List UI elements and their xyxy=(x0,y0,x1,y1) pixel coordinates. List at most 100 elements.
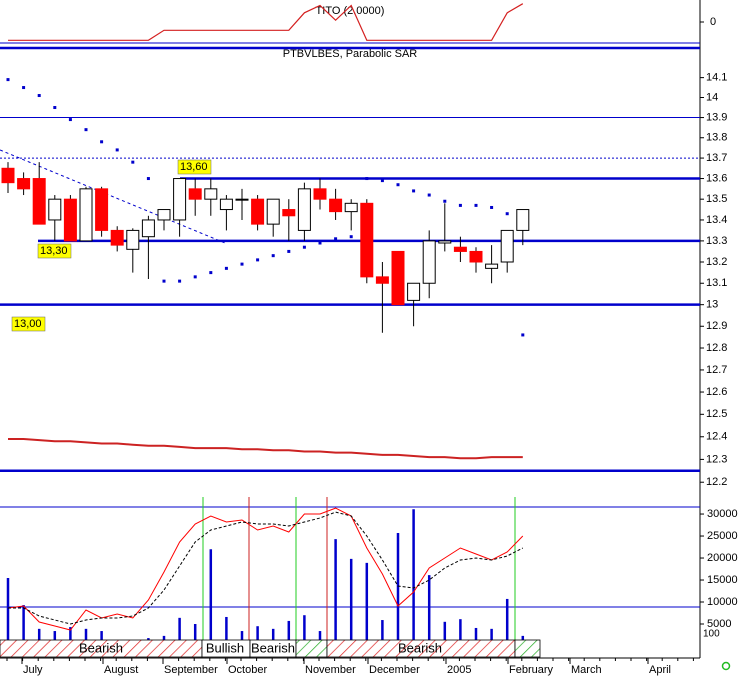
candle-body xyxy=(95,188,109,231)
y-tick-label: 14 xyxy=(706,91,718,103)
candle-body xyxy=(1,167,15,184)
sar-dot xyxy=(240,262,244,266)
candle-body xyxy=(126,229,140,250)
regime-label: Bearish xyxy=(251,640,295,655)
sar-dot xyxy=(193,275,197,279)
candle-body xyxy=(235,198,249,201)
y-tick-label: 5000 xyxy=(707,618,731,630)
sar-dot xyxy=(318,241,322,245)
annotation: 100 xyxy=(703,629,720,640)
sar-dot xyxy=(490,205,494,209)
sar-dot xyxy=(365,177,369,181)
sar-dot xyxy=(334,237,338,241)
y-tick-label: 15000 xyxy=(707,574,738,586)
y-tick-label: 20000 xyxy=(707,552,738,564)
candle-body xyxy=(48,198,62,221)
level-label-box xyxy=(177,159,212,175)
x-tick-label: September xyxy=(164,664,218,676)
sar-dot xyxy=(302,245,306,249)
level-label-box xyxy=(11,316,46,332)
regime-band xyxy=(295,639,328,658)
sar-dot xyxy=(53,106,57,110)
x-tick-label: August xyxy=(104,664,138,676)
x-tick-label: 2005 xyxy=(447,664,471,676)
candle-body xyxy=(282,209,296,217)
candle-body xyxy=(344,202,358,213)
chart-title: PTBVLBES, Parabolic SAR xyxy=(283,48,418,60)
sar-dot xyxy=(412,189,416,193)
status-icon xyxy=(721,661,731,671)
sar-dot xyxy=(209,271,213,275)
sar-dot xyxy=(22,86,26,90)
sar-dot xyxy=(6,78,10,82)
y-tick-label: 13.7 xyxy=(706,152,727,164)
oscillator-line xyxy=(7,507,524,631)
candle-body xyxy=(500,229,514,263)
x-tick-label: March xyxy=(571,664,602,676)
candle-body xyxy=(219,198,233,211)
candle-body xyxy=(329,198,343,213)
sar-dot xyxy=(178,279,182,283)
sar-dot xyxy=(224,266,228,270)
candle-body xyxy=(469,250,483,263)
sar-dot xyxy=(521,333,525,337)
candle-body xyxy=(266,198,280,225)
y-tick-label: 13.3 xyxy=(706,235,727,247)
candle-body xyxy=(79,188,93,242)
sar-dot xyxy=(256,258,260,262)
candle-body xyxy=(313,188,327,200)
candle-body xyxy=(407,282,421,301)
y-tick-label: 13.5 xyxy=(706,193,727,205)
sar-dot xyxy=(37,94,41,98)
y-tick-label: 10000 xyxy=(707,596,738,608)
sar-dot xyxy=(458,203,462,207)
sar-dot xyxy=(474,203,478,207)
level-label: 13,30 xyxy=(40,245,68,257)
y-tick-label: 12.9 xyxy=(706,320,727,332)
sar-dot xyxy=(427,193,431,197)
y-tick-label: 13.6 xyxy=(706,172,727,184)
regime-label: Bearish xyxy=(79,640,123,655)
regime-label: Bearish xyxy=(398,640,442,655)
sar-dot xyxy=(443,199,447,203)
indicator-title: TITO (2.0000) xyxy=(316,5,385,17)
candle-body xyxy=(422,240,436,284)
sar-dot xyxy=(115,148,119,152)
sar-dot xyxy=(68,118,72,122)
candle-body xyxy=(32,178,46,225)
trend-line xyxy=(0,149,226,244)
y-tick-label: 0 xyxy=(710,16,716,28)
y-tick-label: 12.7 xyxy=(706,364,727,376)
candle-body xyxy=(251,198,265,225)
candle-body xyxy=(188,188,202,200)
candle-body xyxy=(141,219,155,238)
moving-average xyxy=(8,438,523,460)
candle-body xyxy=(204,188,218,200)
sar-dot xyxy=(271,254,275,258)
sar-dot xyxy=(146,177,150,181)
y-tick-label: 14.1 xyxy=(706,72,727,84)
oscillator-line xyxy=(8,511,524,625)
sar-dot xyxy=(287,249,291,253)
candle-body xyxy=(173,178,187,221)
sar-dot xyxy=(396,183,400,187)
candle-body xyxy=(110,229,124,246)
sar-dot xyxy=(131,160,135,164)
candle-body xyxy=(485,263,499,269)
regime-label: Bullish xyxy=(206,640,244,655)
y-tick-label: 13.4 xyxy=(706,214,727,226)
x-tick-label: November xyxy=(305,664,356,676)
y-tick-label: 12.2 xyxy=(706,476,727,488)
y-tick-label: 13.2 xyxy=(706,256,727,268)
y-tick-label: 12.6 xyxy=(706,386,727,398)
y-tick-label: 13 xyxy=(706,299,718,311)
candle-body xyxy=(157,209,171,221)
x-tick-label: February xyxy=(509,664,554,676)
y-tick-label: 12.4 xyxy=(706,431,727,443)
candle-body xyxy=(391,250,405,306)
candle-body xyxy=(375,276,389,284)
regime-band xyxy=(514,639,541,658)
candle-body xyxy=(360,202,374,278)
candle-body xyxy=(63,198,77,242)
